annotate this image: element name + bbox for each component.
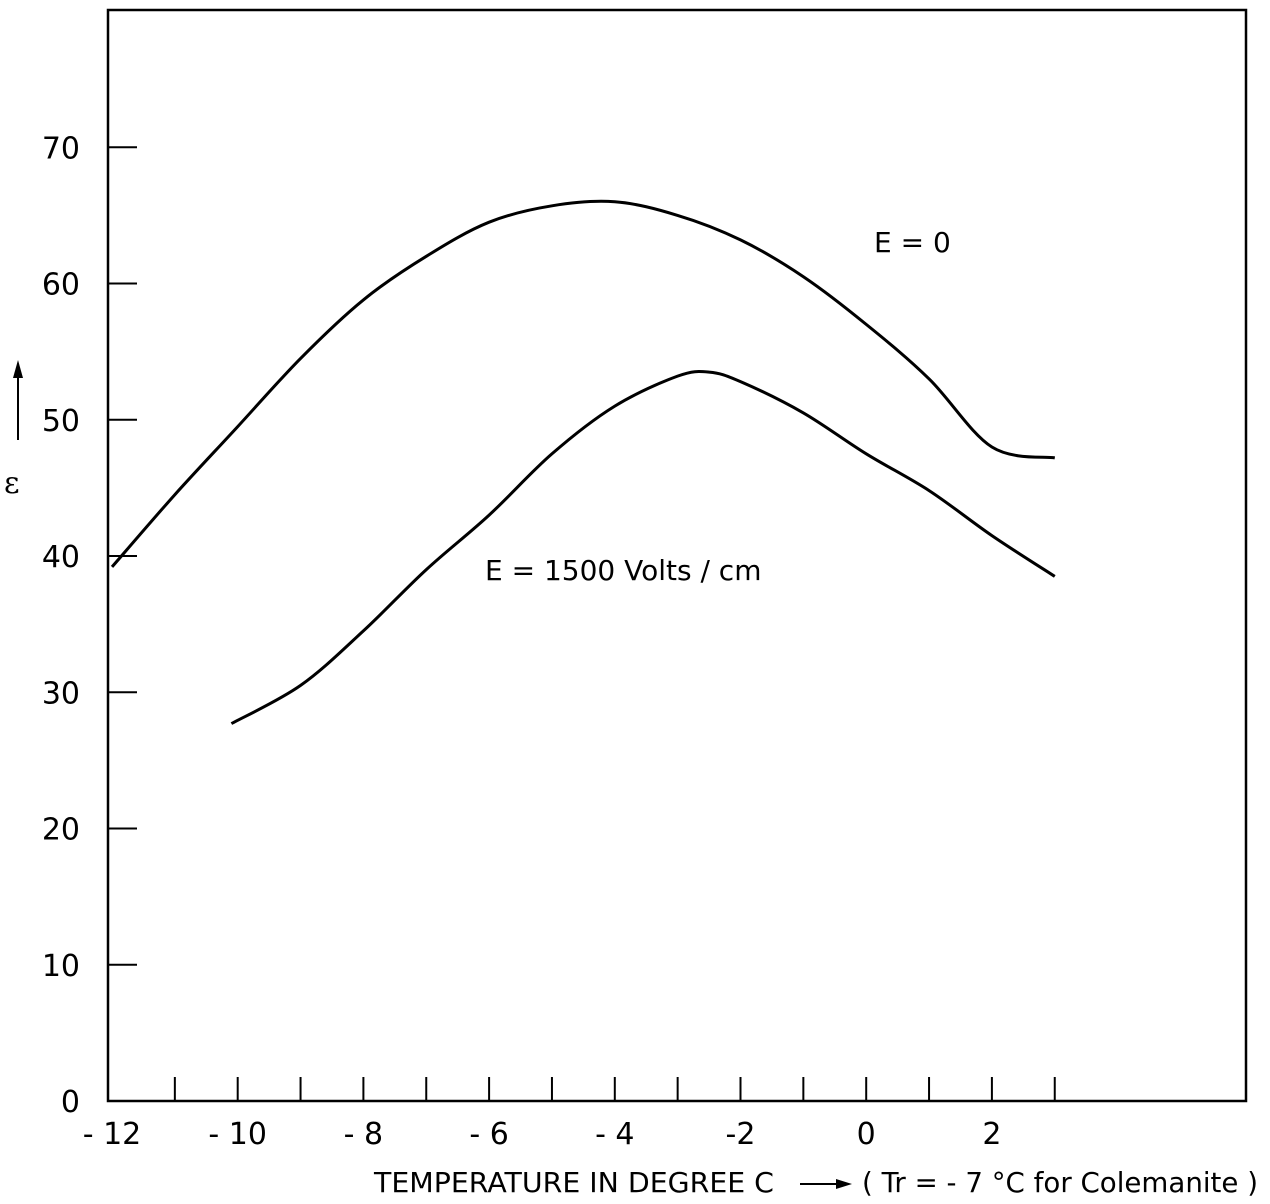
x-tick-label: 0 bbox=[857, 1117, 876, 1152]
series-label-e0: E = 0 bbox=[874, 226, 951, 259]
y-tick-label: 30 bbox=[42, 676, 80, 711]
y-tick-label: 60 bbox=[42, 268, 80, 303]
y-axis-ticks: 0 10 20 30 40 50 60 70 bbox=[42, 131, 137, 1120]
y-tick-label: 40 bbox=[42, 540, 80, 575]
y-axis-arrowhead bbox=[13, 360, 23, 378]
x-tick-label: -2 bbox=[726, 1117, 756, 1152]
series-group bbox=[110, 199, 1056, 725]
y-tick-label: 70 bbox=[42, 131, 80, 166]
y-tick-label: 0 bbox=[61, 1085, 80, 1120]
y-tick-label: 20 bbox=[42, 813, 80, 848]
y-axis-title: ε bbox=[4, 360, 23, 501]
series-line-0 bbox=[110, 199, 1056, 568]
series-label-e1500: E = 1500 Volts / cm bbox=[485, 554, 761, 587]
x-tick-label: - 10 bbox=[208, 1117, 267, 1152]
x-tick-label: - 6 bbox=[469, 1117, 508, 1152]
x-tick-label: - 4 bbox=[595, 1117, 634, 1152]
x-axis-arrowhead bbox=[836, 1179, 852, 1189]
x-tick-label: - 12 bbox=[83, 1117, 142, 1152]
x-tick-label: 2 bbox=[982, 1117, 1001, 1152]
x-axis-label: TEMPERATURE IN DEGREE C bbox=[373, 1166, 774, 1199]
series-line-1 bbox=[230, 369, 1056, 725]
x-tick-label: - 8 bbox=[344, 1117, 383, 1152]
x-axis-title: TEMPERATURE IN DEGREE C ( Tr = - 7 °C fo… bbox=[373, 1166, 1258, 1199]
x-axis-ticks: - 12 - 10 - 8 - 6 - 4 -2 0 2 bbox=[83, 1077, 1056, 1152]
y-tick-label: 10 bbox=[42, 949, 80, 984]
x-axis-note: ( Tr = - 7 °C for Colemanite ) bbox=[862, 1166, 1258, 1199]
y-axis-label: ε bbox=[4, 466, 20, 501]
y-tick-label: 50 bbox=[42, 404, 80, 439]
